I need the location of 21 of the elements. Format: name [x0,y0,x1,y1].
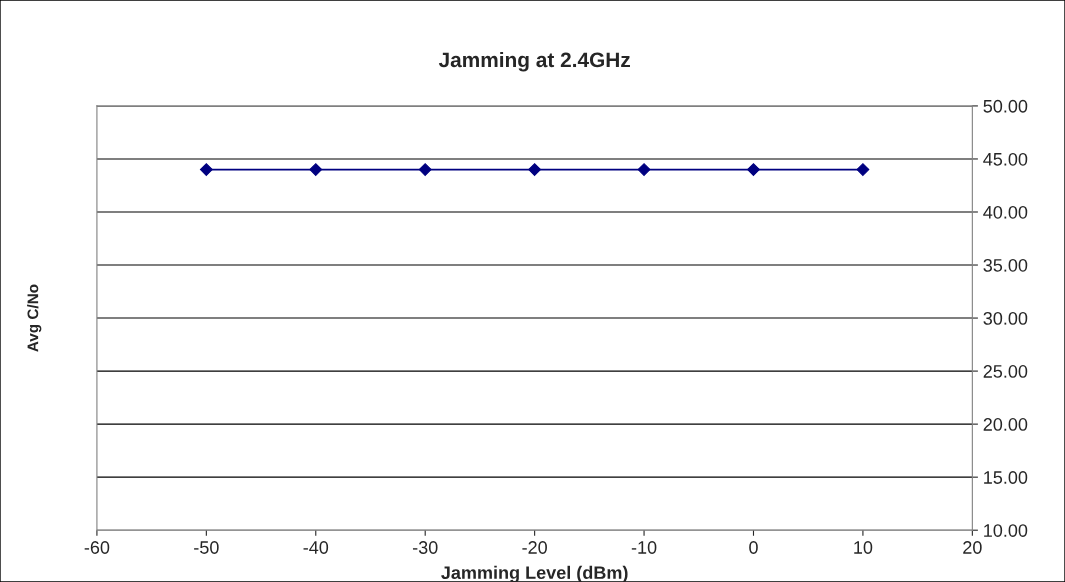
x-tick-label: -50 [194,541,219,554]
y-axis-title: Avg C/No [27,284,42,352]
x-tick-label: -30 [412,541,438,554]
x-tick-label: -20 [522,541,547,554]
chart-title: Jamming at 2.4GHz [438,51,630,72]
y-tick-label: 40.00 [983,205,1028,219]
x-tick-label: -40 [303,541,329,554]
x-tick-label: -10 [631,541,657,554]
x-axis-title: Jamming Level (dBm) [441,565,628,582]
x-tick-label: 10 [854,541,873,554]
y-tick-label: 15.00 [984,471,1028,484]
y-tick-label: 45.00 [983,152,1028,166]
y-tick-label: 25.00 [983,365,1028,378]
y-tick-label: 30.00 [983,312,1028,325]
y-tick-label: 20.00 [983,418,1028,431]
x-tick-label: 20 [963,541,982,554]
y-tick-label: 35.00 [983,258,1028,272]
y-tick-label: 50.00 [983,99,1028,113]
y-tick-label: 10.00 [984,524,1028,537]
x-tick-label: -60 [84,541,110,554]
x-tick-label: 0 [749,541,758,554]
